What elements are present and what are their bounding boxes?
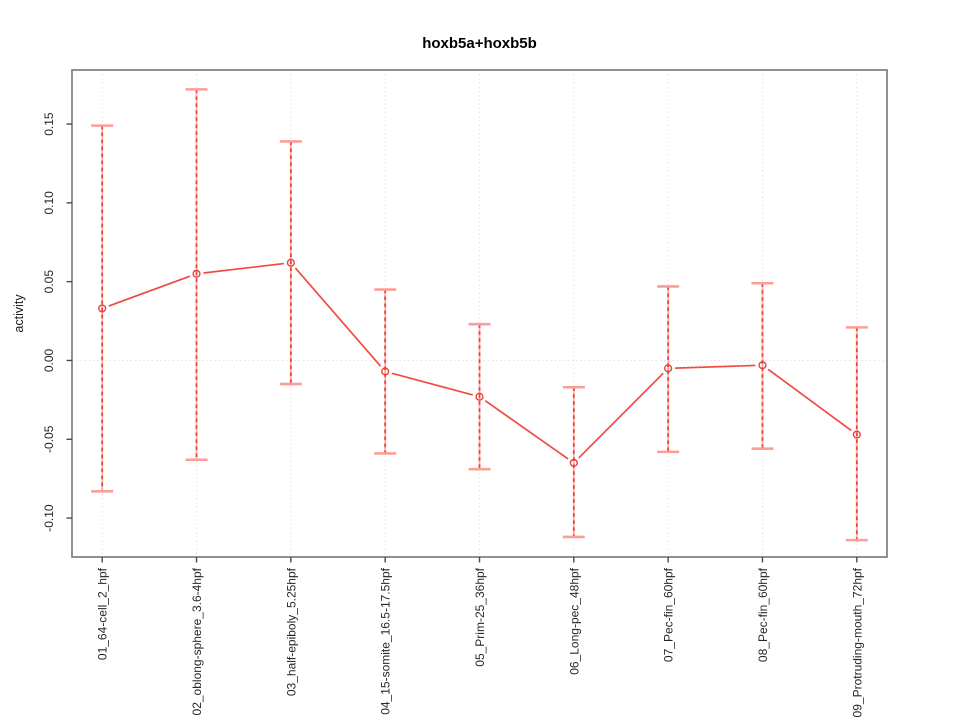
series-segment: [108, 275, 191, 307]
gridlines-layer: [72, 70, 887, 557]
data-point-marker: [286, 258, 295, 267]
series-line-layer: [108, 262, 852, 460]
series-segment: [675, 364, 756, 369]
x-tick-label: 03_half-epiboly_5.25hpf: [284, 567, 298, 696]
data-point-marker: [475, 392, 484, 401]
series-segment: [294, 267, 382, 367]
x-tick-label: 05_Prim-25_36hpf: [473, 567, 487, 666]
series-segment: [578, 372, 664, 459]
x-tick-label: 01_64-cell_2_hpf: [96, 567, 110, 660]
x-tick-label: 02_oblong-sphere_3.6-4hpf: [190, 567, 204, 715]
data-point-marker: [852, 430, 861, 439]
series-segment: [203, 262, 284, 274]
series-segment: [767, 368, 852, 432]
data-points-layer: [98, 258, 861, 468]
x-tick-label: 09_Protruding-mouth_72hpf: [850, 567, 864, 717]
data-point-marker: [569, 458, 578, 468]
x-tick-label: 06_Long-pec_48hpf: [567, 567, 581, 674]
chart-title: hoxb5a+hoxb5b: [422, 35, 537, 52]
axes-layer: 0.15 0.10 0.05 0.00 -0.05 -0.10 01_64-cell_2_h…: [42, 69, 888, 717]
y-tick-label: 0.10: [42, 191, 56, 215]
x-tick-label: 04_15-somite_16.5-17.5hpf: [379, 567, 393, 714]
data-point-marker: [98, 304, 107, 313]
data-point-marker: [381, 367, 390, 376]
error-bars-layer: [91, 88, 868, 542]
y-axis-label: activity: [12, 294, 26, 333]
x-tick-label: 07_Pec-fin_60hpf: [662, 567, 676, 662]
y-tick-label: -0.05: [42, 425, 56, 453]
series-segment: [484, 400, 569, 460]
y-tick-label: -0.10: [42, 504, 56, 532]
x-tick-label: 08_Pec-fin_60hpf: [756, 567, 770, 662]
data-point-marker: [758, 361, 767, 370]
data-point-marker: [664, 364, 673, 373]
y-tick-label: 0.00: [42, 348, 56, 372]
data-point-marker: [192, 269, 201, 278]
y-tick-label: 0.15: [42, 112, 56, 136]
plot-box: [71, 69, 888, 558]
y-tick-label: 0.05: [42, 270, 56, 294]
series-segment: [391, 372, 473, 396]
